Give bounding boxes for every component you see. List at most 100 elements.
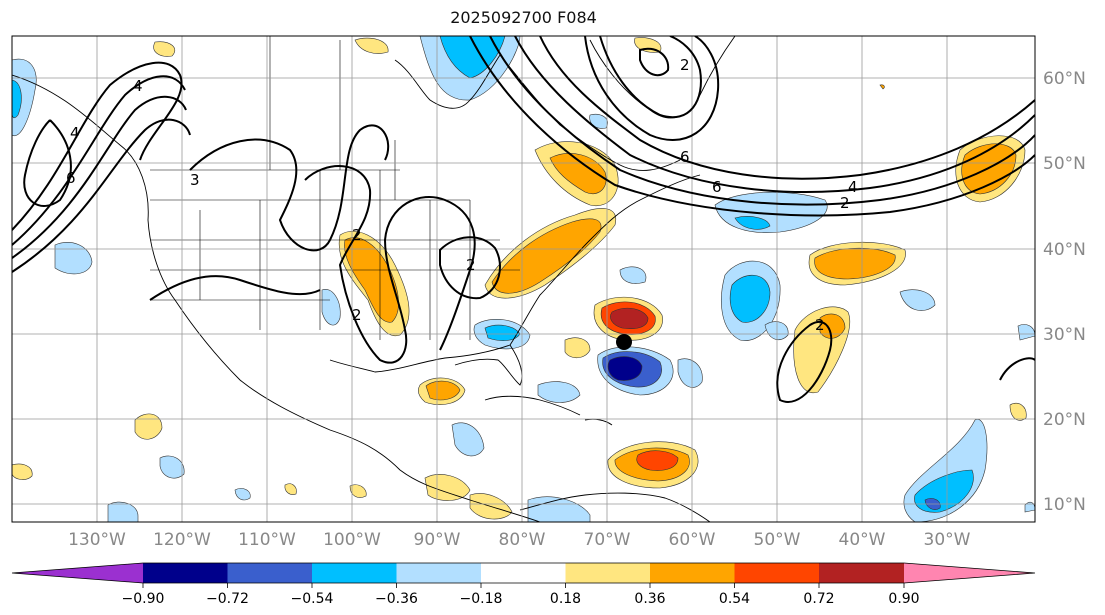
contour-label: 2 (352, 306, 362, 324)
colorbar-tick-label: 0.72 (803, 591, 834, 607)
lon-label: 90°W (414, 530, 461, 550)
anomaly-patch (284, 483, 297, 495)
colorbar-segment (143, 563, 228, 583)
contour-line (489, 36, 1035, 206)
north-america-east-coast (509, 174, 701, 346)
colorbar-tick-label: −0.36 (375, 591, 418, 607)
longitude-labels: 130°W 120°W 110°W 100°W 90°W 80°W 70°W 6… (68, 530, 971, 550)
colorbar-tick-label: 0.18 (550, 591, 581, 607)
colorbar-extend-right (904, 563, 1035, 583)
lon-label: 50°W (754, 530, 801, 550)
contour-line (189, 124, 390, 252)
anomaly-patch (537, 381, 581, 403)
hudson-bay (394, 54, 501, 109)
anomaly-patch (589, 113, 608, 129)
anomaly-patch (12, 463, 33, 480)
graticule (12, 36, 1035, 522)
north-america-gulf-coast (329, 344, 523, 386)
anomaly-patch (899, 289, 936, 311)
lon-label: 40°W (839, 530, 886, 550)
contour-line (999, 357, 1035, 381)
contour-line (469, 36, 1035, 217)
colorbar-segment (565, 563, 650, 583)
anomaly-patch (354, 37, 389, 54)
anomaly-patch (636, 450, 679, 471)
contour-label: 6 (680, 148, 690, 166)
contour-label-layer: 4 4 6 3 2 2 2 2 6 6 4 2 2 (66, 56, 858, 334)
south-america-north-coast (519, 492, 711, 522)
lon-label: 110°W (238, 530, 296, 550)
colorbar-tick-label: −0.90 (122, 591, 165, 607)
contour-line (584, 36, 720, 141)
labrador-coast (499, 54, 681, 171)
contour-line (439, 236, 501, 300)
state-borders (150, 36, 520, 340)
contour-label: 2 (466, 256, 476, 274)
lon-label: 70°W (584, 530, 631, 550)
contour-line (12, 75, 186, 246)
anomaly-patch (134, 413, 163, 440)
colorbar-segment (819, 563, 904, 583)
anomaly-patch (54, 242, 93, 275)
anomaly-patch (107, 501, 139, 522)
contour-label: 2 (840, 194, 850, 212)
anomaly-patch (814, 247, 896, 280)
lat-label: 30°N (1043, 325, 1086, 345)
colorbar-extend-left (12, 563, 143, 583)
colorbar-tick-label: −0.18 (460, 591, 503, 607)
anomaly-patch (153, 41, 176, 57)
lat-label: 60°N (1043, 69, 1086, 89)
lon-label: 80°W (499, 530, 546, 550)
colorbar-segment (312, 563, 397, 583)
contour-label: 4 (133, 77, 143, 95)
lat-label: 10°N (1043, 495, 1086, 515)
map-title: 2025092700 F084 (450, 8, 597, 27)
anomaly-patch (344, 237, 399, 323)
anomaly-patch (234, 488, 251, 501)
lat-label: 20°N (1043, 410, 1086, 430)
anomaly-patch (729, 275, 771, 323)
anomaly-patch (549, 153, 607, 194)
lon-label: 130°W (68, 530, 126, 550)
lon-label: 60°W (669, 530, 716, 550)
anomaly-patch (1009, 402, 1027, 421)
contour-label: 2 (352, 226, 362, 244)
contour-line (12, 95, 187, 259)
anomaly-patch (607, 356, 643, 381)
colorbar-segment (734, 563, 819, 583)
anomaly-patch (610, 307, 649, 329)
colorbar-segment (396, 563, 481, 583)
colorbar-segment (650, 563, 735, 583)
lon-label: 30°W (924, 530, 971, 550)
anomaly-patch (734, 216, 771, 230)
contour-label: 3 (190, 171, 200, 189)
anomaly-patch (424, 474, 471, 501)
lat-label: 40°N (1043, 240, 1086, 260)
colorbar-tick-label: 0.90 (888, 591, 919, 607)
anomaly-patch (564, 337, 591, 359)
contour-line (776, 320, 833, 403)
colorbar-tick-label: 0.54 (719, 591, 750, 607)
contour-label: 6 (66, 169, 76, 187)
anomaly-patch (619, 266, 647, 284)
contour-line (539, 36, 1035, 180)
anomaly-patch (159, 455, 185, 479)
contour-label: 4 (70, 124, 80, 142)
map-frame (11, 35, 1036, 523)
anomaly-patch (451, 422, 485, 457)
lon-label: 120°W (153, 530, 211, 550)
contour-line (12, 118, 191, 273)
contour-line (599, 36, 702, 119)
anomaly-patch (677, 358, 703, 388)
colorbar-tick-label: −0.54 (291, 591, 334, 607)
anomaly-patch (764, 321, 789, 341)
contour-line (23, 119, 72, 207)
contour-line (639, 47, 670, 77)
contour-line (12, 61, 183, 231)
contour-label: 6 (712, 178, 722, 196)
colorbar-segment (227, 563, 312, 583)
contour-label: 2 (680, 56, 690, 74)
contour-line (149, 275, 321, 301)
contour-layer (12, 36, 1035, 403)
